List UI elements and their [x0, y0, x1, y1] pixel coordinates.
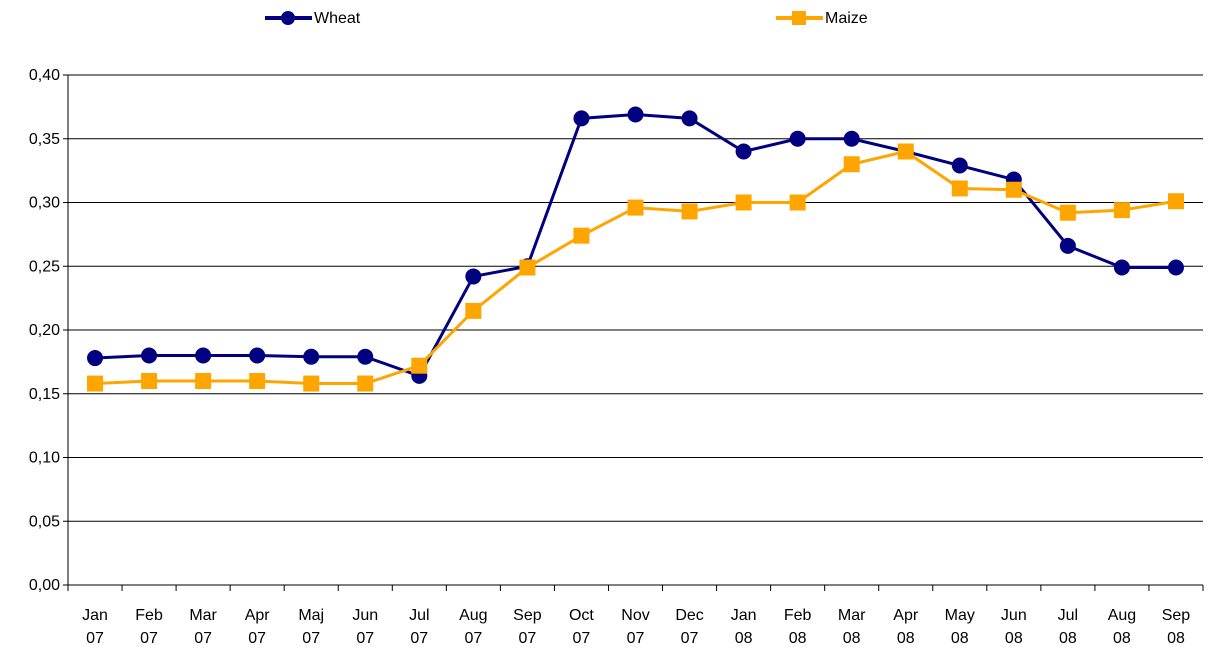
series	[87, 143, 1184, 392]
marker	[843, 130, 860, 147]
marker	[87, 375, 104, 392]
marker	[141, 347, 158, 364]
legend-label: Maize	[825, 10, 868, 27]
marker	[303, 348, 320, 365]
marker	[573, 110, 590, 127]
y-tick-label: 0,25	[29, 258, 60, 275]
x-tick-label: May 08	[944, 607, 975, 647]
x-tick-label: Jun 08	[1000, 607, 1027, 647]
marker	[735, 143, 752, 160]
y-tick-label: 0,00	[29, 577, 60, 594]
marker	[843, 156, 860, 173]
marker	[303, 375, 320, 392]
x-tick-label: Aug 07	[459, 607, 488, 647]
x-tick-label: Mar 07	[189, 607, 217, 647]
x-tick-label: Sep 08	[1161, 607, 1191, 647]
marker	[681, 203, 698, 220]
marker	[249, 347, 266, 364]
x-tick-label: Jan 08	[730, 607, 757, 647]
x-tick-label: Sep 07	[513, 607, 542, 647]
y-tick-label: 0,05	[29, 513, 60, 530]
marker	[789, 194, 806, 211]
legend: Wheat Maize	[265, 10, 868, 27]
marker	[1167, 259, 1184, 276]
x-tick-label: Apr 07	[244, 607, 270, 647]
x-tick-label: Dec 07	[675, 607, 704, 647]
legend-label: Wheat	[314, 10, 361, 27]
marker	[1059, 237, 1076, 254]
y-tick-label: 0,20	[29, 322, 60, 339]
marker	[1005, 181, 1022, 198]
marker	[465, 268, 482, 285]
y-tick-label: 0,40	[29, 67, 60, 84]
marker	[735, 194, 752, 211]
marker	[357, 375, 374, 392]
marker	[249, 373, 266, 389]
x-tick-label: Maj 07	[298, 607, 325, 647]
marker	[195, 373, 212, 389]
x-tick-label: Oct 07	[568, 607, 594, 647]
x-tick-label: Aug 08	[1107, 607, 1137, 647]
y-tick-label: 0,15	[29, 386, 60, 403]
marker	[1113, 202, 1130, 219]
y-tick-label: 0,35	[29, 131, 60, 148]
marker	[627, 199, 644, 216]
marker	[789, 130, 806, 147]
marker	[141, 373, 158, 389]
x-tick-label: Jan 07	[82, 607, 108, 647]
marker	[1167, 193, 1184, 210]
x-tick-label: Feb 07	[135, 607, 163, 647]
marker	[1059, 204, 1076, 221]
x-tick-label: Mar 08	[837, 607, 866, 647]
legend-marker	[281, 11, 295, 25]
marker	[465, 302, 482, 319]
x-tick-label: Apr 08	[893, 607, 919, 647]
y-tick-label: 0,30	[29, 195, 60, 212]
x-tick-label: Jun 07	[352, 607, 379, 647]
series	[87, 106, 1184, 384]
marker	[897, 143, 914, 160]
x-tick-label: Jul 08	[1057, 607, 1079, 647]
marker	[357, 348, 374, 365]
marker	[195, 347, 212, 364]
marker	[411, 357, 428, 374]
marker	[87, 350, 104, 367]
marker	[519, 259, 536, 276]
marker	[951, 157, 968, 174]
legend-marker	[792, 11, 806, 25]
marker	[573, 227, 590, 244]
marker	[681, 110, 698, 127]
x-tick-label: Jul 07	[409, 607, 430, 647]
x-tick-label: Nov 07	[621, 607, 650, 647]
marker	[1113, 259, 1130, 276]
series-line	[94, 113, 1176, 378]
x-tick-label: Feb 08	[783, 607, 812, 647]
y-tick-label: 0,10	[29, 450, 60, 467]
marker	[951, 180, 968, 197]
marker	[627, 106, 644, 123]
